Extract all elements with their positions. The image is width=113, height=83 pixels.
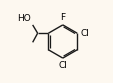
Text: Cl: Cl <box>79 29 88 38</box>
Text: Cl: Cl <box>58 61 67 70</box>
Text: F: F <box>60 13 65 22</box>
Text: HO: HO <box>17 14 31 23</box>
